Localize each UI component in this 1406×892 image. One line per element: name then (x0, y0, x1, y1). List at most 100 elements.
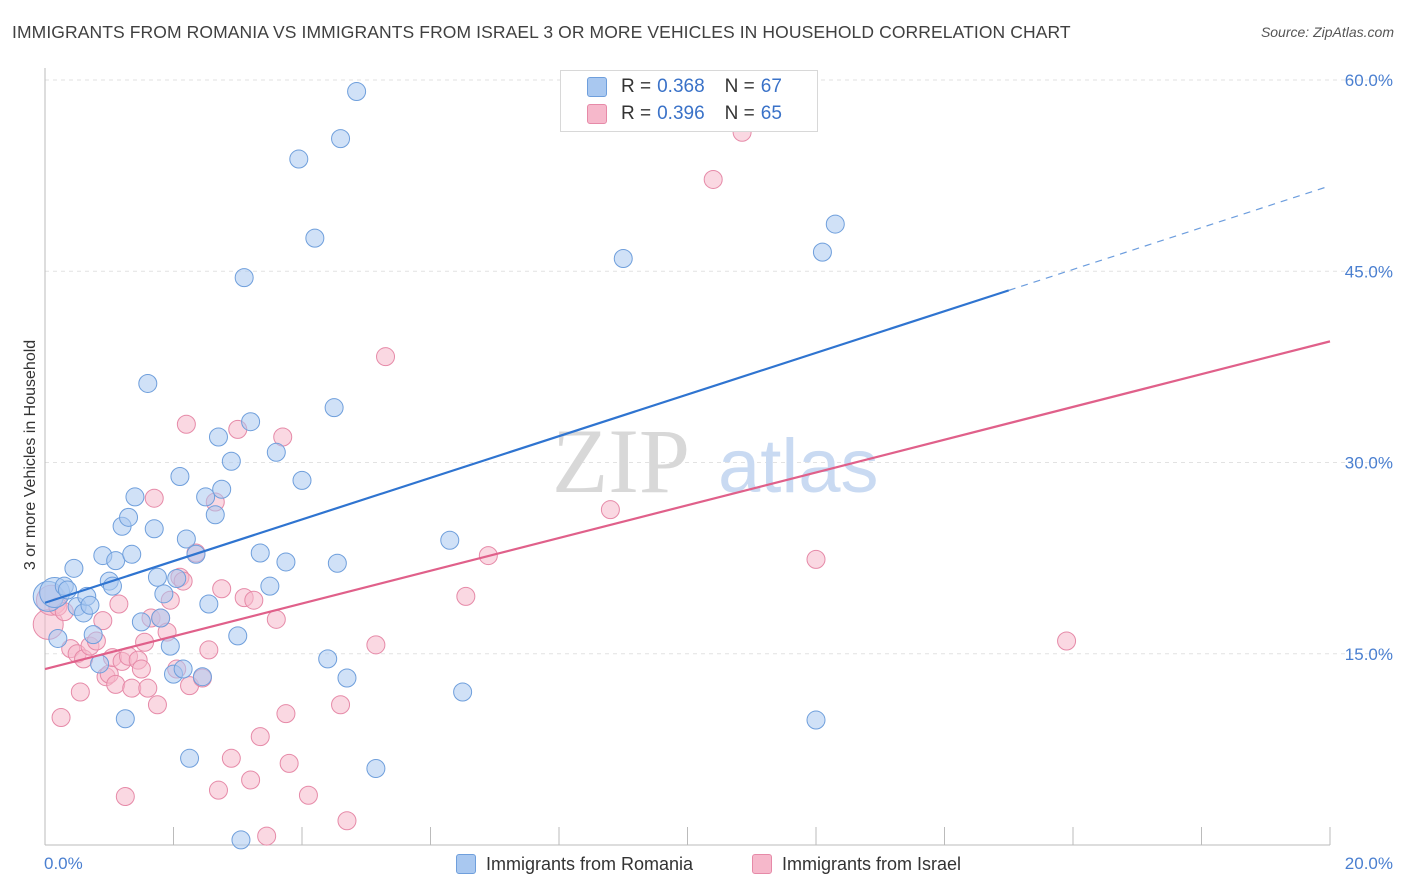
israel-point (138, 678, 158, 698)
israel-point (147, 695, 167, 715)
romania-legend-label: Immigrants from Romania (486, 853, 694, 874)
bottom-legend-romania: Immigrants from Romania (456, 852, 693, 876)
israel-point (51, 708, 71, 727)
romania-point (228, 626, 248, 646)
y-tick-label: 60.0% (1345, 71, 1393, 90)
romania-point (119, 507, 139, 527)
romania-point (453, 682, 473, 702)
israel-point (212, 579, 232, 599)
israel-point (366, 635, 386, 655)
romania-point (305, 228, 325, 248)
romania-point (208, 427, 228, 447)
israel-legend-swatch (752, 854, 772, 874)
x-tick-label: 20.0% (1345, 854, 1393, 873)
n-label: N = (724, 76, 755, 97)
romania-point (205, 505, 225, 525)
israel-point (241, 770, 261, 790)
romania-series (32, 81, 845, 850)
romania-point (199, 594, 219, 614)
romania-legend-swatch (456, 854, 476, 874)
romania-point (131, 612, 151, 632)
romania-point (331, 129, 351, 149)
romania-point (48, 628, 68, 648)
romania-point (180, 748, 200, 768)
romania-point (83, 625, 103, 645)
romania-point (613, 249, 633, 268)
romania-point (170, 467, 190, 487)
x-tick-label: 0.0% (44, 854, 83, 873)
romania-point (825, 214, 845, 234)
romania-point (106, 551, 126, 571)
romania-point (115, 709, 135, 729)
romania-point (138, 373, 158, 393)
romania-point (250, 543, 270, 563)
israel-point (600, 500, 620, 520)
romania-point (260, 576, 280, 596)
israel-point (337, 811, 357, 831)
israel-r-value: 0.396 (657, 103, 705, 124)
romania-point (212, 479, 232, 499)
romania-point (154, 584, 174, 604)
romania-point (324, 398, 344, 418)
israel-point (276, 704, 296, 724)
romania-point (292, 470, 312, 490)
n-label: N = (724, 103, 755, 124)
israel-point (131, 659, 151, 679)
romania-point (241, 412, 261, 432)
romania-point (144, 519, 164, 539)
romania-point (167, 569, 187, 589)
israel-point (122, 678, 142, 698)
romania-point (147, 567, 167, 587)
romania-n-value: 67 (760, 76, 782, 97)
romania-point (289, 149, 309, 169)
israel-point (257, 826, 277, 846)
israel-point (456, 586, 476, 606)
axes (44, 68, 1331, 846)
watermark-zip: ZIP (552, 410, 690, 512)
israel-trend-line (44, 340, 1331, 671)
romania-point (151, 608, 171, 628)
israel-point (806, 549, 826, 569)
romania-point (64, 558, 84, 578)
y-tick-label: 15.0% (1345, 645, 1393, 664)
israel-point (144, 488, 164, 508)
source-label: Source: ZipAtlas.com (1260, 24, 1394, 40)
israel-n-value: 65 (760, 103, 782, 124)
romania-trend-line (44, 289, 1010, 604)
israel-legend-label: Immigrants from Israel (782, 853, 962, 874)
romania-point (192, 667, 212, 687)
israel-point (1057, 631, 1077, 651)
israel-point (70, 682, 90, 702)
romania-point (327, 553, 347, 573)
romania-point (347, 81, 367, 101)
israel-point (244, 590, 264, 610)
israel-point (703, 169, 723, 189)
trend-lines (44, 185, 1331, 671)
romania-trend-extension (1008, 185, 1331, 291)
israel-swatch (587, 104, 607, 124)
israel-point (298, 785, 318, 805)
romania-point (176, 529, 196, 549)
bottom-legend-israel: Immigrants from Israel (752, 852, 961, 876)
correlation-legend: R = 0.368 N = 67 R = 0.396 N = 65 (560, 70, 818, 132)
romania-point (440, 530, 460, 550)
israel-point (93, 611, 113, 631)
israel-point (376, 347, 396, 367)
israel-point (109, 594, 129, 614)
israel-point (279, 753, 299, 773)
romania-point (806, 710, 826, 730)
chart-title: IMMIGRANTS FROM ROMANIA VS IMMIGRANTS FR… (12, 22, 1071, 42)
romania-point (337, 668, 357, 688)
romania-point (276, 552, 296, 572)
y-axis-label: 3 or more Vehicles in Household (22, 340, 39, 570)
romania-point (234, 268, 254, 288)
israel-point (199, 640, 219, 660)
romania-point (231, 830, 251, 850)
legend-row-israel: R = 0.396 N = 65 (587, 102, 782, 126)
watermark: ZIP atlas (552, 410, 879, 512)
israel-point (106, 674, 126, 694)
romania-point (318, 649, 338, 669)
romania-point (196, 487, 216, 507)
romania-point (221, 451, 241, 471)
